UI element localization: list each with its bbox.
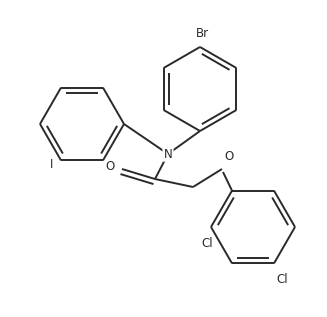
Text: O: O [224, 150, 233, 163]
Text: Cl: Cl [276, 273, 288, 286]
Text: Cl: Cl [201, 237, 213, 250]
Text: O: O [106, 160, 115, 173]
Text: Br: Br [196, 27, 209, 40]
Text: I: I [50, 158, 53, 171]
Text: N: N [164, 147, 172, 160]
